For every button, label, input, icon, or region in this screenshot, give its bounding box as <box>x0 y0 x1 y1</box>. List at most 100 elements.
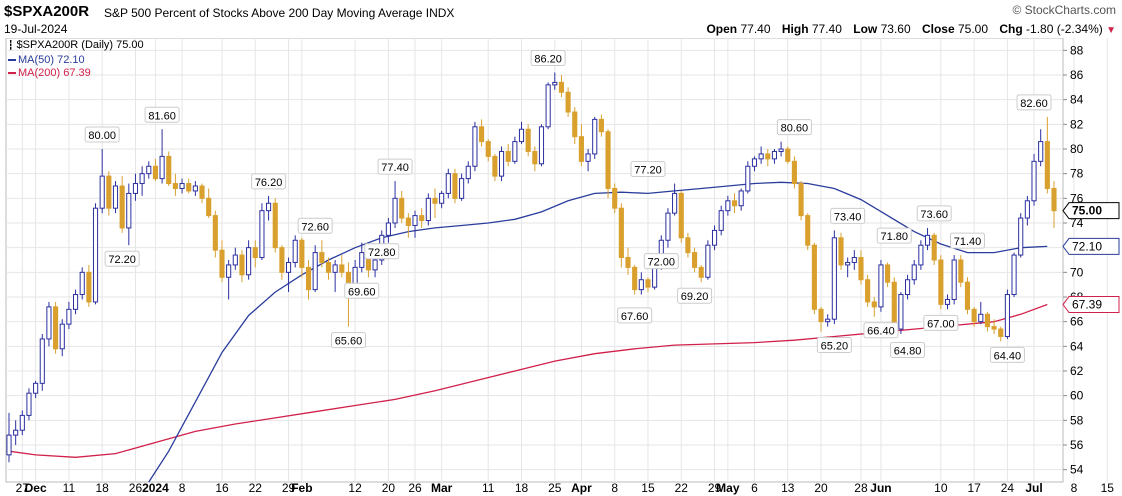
candle-body <box>1004 294 1010 337</box>
candle-body <box>412 215 418 226</box>
candle-body <box>1044 141 1050 189</box>
candle-body <box>911 264 917 281</box>
candle-body <box>572 111 578 138</box>
ma200-value-tag-shape <box>1062 296 1120 314</box>
candle-body <box>538 126 545 165</box>
x-tick-label: 18 <box>515 481 529 495</box>
candle-body <box>692 252 698 268</box>
candle-body <box>26 392 32 416</box>
annotation-box <box>949 232 985 249</box>
y-tick-label: 80 <box>1070 142 1084 156</box>
annotation-box <box>364 243 400 260</box>
annotation-box <box>890 341 926 358</box>
high-label: High <box>781 22 809 36</box>
annotations-layer: 80.00 72.20 81.60 76.20 72.60 65.60 69.60 72.80… <box>84 50 1052 363</box>
close-label: Close <box>921 22 955 36</box>
annotation-label: 67.00 <box>927 318 955 330</box>
ma50-value-tag: 72.10 <box>1062 237 1120 255</box>
candle-body <box>825 318 831 323</box>
candle-body <box>13 429 19 436</box>
candle-body <box>99 175 105 209</box>
annotation-box <box>377 158 413 175</box>
close-value: 75.00 <box>958 22 989 36</box>
price-chart[interactable]: 80.00 72.20 81.60 76.20 72.60 65.60 69.60 72.80… <box>0 38 1122 496</box>
y-tick-label: 76 <box>1070 191 1084 205</box>
candle-body <box>319 252 325 263</box>
candle-body <box>226 264 232 278</box>
annotation-box <box>1016 94 1052 111</box>
candle-body <box>885 264 891 283</box>
candle-body <box>1038 141 1044 162</box>
x-tick-label: 2024 <box>142 481 169 495</box>
candle-body <box>279 247 285 273</box>
candle-body <box>266 202 272 212</box>
candle-body <box>106 175 112 209</box>
candle-body <box>811 244 817 310</box>
x-tick-label: 20 <box>382 481 396 495</box>
candle-body <box>745 165 751 192</box>
candle-body <box>731 200 738 207</box>
line-legend-icon <box>8 72 16 75</box>
candle-body <box>964 281 971 310</box>
candle-body <box>445 173 451 194</box>
y-tick-label: 66 <box>1070 315 1084 329</box>
annotation-label: 77.20 <box>634 165 662 177</box>
candle-body <box>865 279 871 303</box>
y-tick-label: 62 <box>1070 364 1084 378</box>
candle-body <box>425 197 431 222</box>
annotation-label: 73.60 <box>920 209 948 221</box>
annotation-box <box>863 322 899 339</box>
candle-body <box>119 185 125 229</box>
candle-body <box>944 298 951 305</box>
candle-body <box>272 202 278 249</box>
candle-body <box>1051 187 1057 212</box>
annotation-label: 73.40 <box>834 211 862 223</box>
candle-body <box>139 173 145 185</box>
legend-price: ┇ $SPXA200R (Daily) 75.00 <box>8 39 144 51</box>
candle-body <box>212 215 218 251</box>
y-tick-label: 56 <box>1070 438 1084 452</box>
x-tick-label: 8 <box>179 481 186 495</box>
candle-body <box>159 155 165 180</box>
x-tick-label: May <box>716 481 740 495</box>
annotation-box <box>344 282 380 299</box>
x-tick-label: 27 <box>16 481 30 495</box>
legend-ma50-text: MA(50) 72.10 <box>18 54 85 66</box>
candle-body <box>711 229 718 246</box>
candle-body <box>632 266 638 291</box>
annotation-box <box>330 332 366 349</box>
legend-ma50: MA(50) 72.10 <box>8 54 85 66</box>
legend-price-text: $SPXA200R (Daily) 75.00 <box>16 39 144 51</box>
open-value: 77.40 <box>740 22 771 36</box>
candle-body <box>132 183 139 194</box>
annotation-label: 80.00 <box>88 130 116 142</box>
candle-body <box>765 153 771 160</box>
candle-body <box>459 178 465 199</box>
annotation-box <box>630 161 666 178</box>
candle-body <box>385 222 391 236</box>
stockcharts-logo[interactable]: © StockCharts.com <box>1012 3 1116 17</box>
candle-body <box>292 239 298 263</box>
annotation-label: 81.60 <box>148 110 176 122</box>
annotation-label: 64.80 <box>894 345 922 357</box>
candle-body <box>479 126 485 143</box>
candle-body <box>958 259 964 283</box>
candle-body <box>931 234 937 261</box>
candle-body <box>33 382 39 394</box>
annotation-label: 71.40 <box>954 236 982 248</box>
y-tick-label: 64 <box>1070 339 1084 353</box>
candle-body <box>352 266 358 286</box>
candle-body <box>625 257 631 268</box>
y-tick-label: 60 <box>1070 389 1084 403</box>
annotation-label: 80.60 <box>781 123 809 135</box>
chart-title: S&P 500 Percent of Stocks Above 200 Day … <box>104 6 454 20</box>
x-tick-label: Jun <box>870 481 891 495</box>
candle-body <box>598 118 604 133</box>
ma50-value-tag-shape <box>1062 237 1120 255</box>
candle-body <box>858 257 864 281</box>
x-tick-label: 22 <box>675 481 689 495</box>
x-tick-label: 26 <box>408 481 422 495</box>
annotation-box <box>104 250 140 267</box>
annotation-label: 64.40 <box>994 350 1022 362</box>
